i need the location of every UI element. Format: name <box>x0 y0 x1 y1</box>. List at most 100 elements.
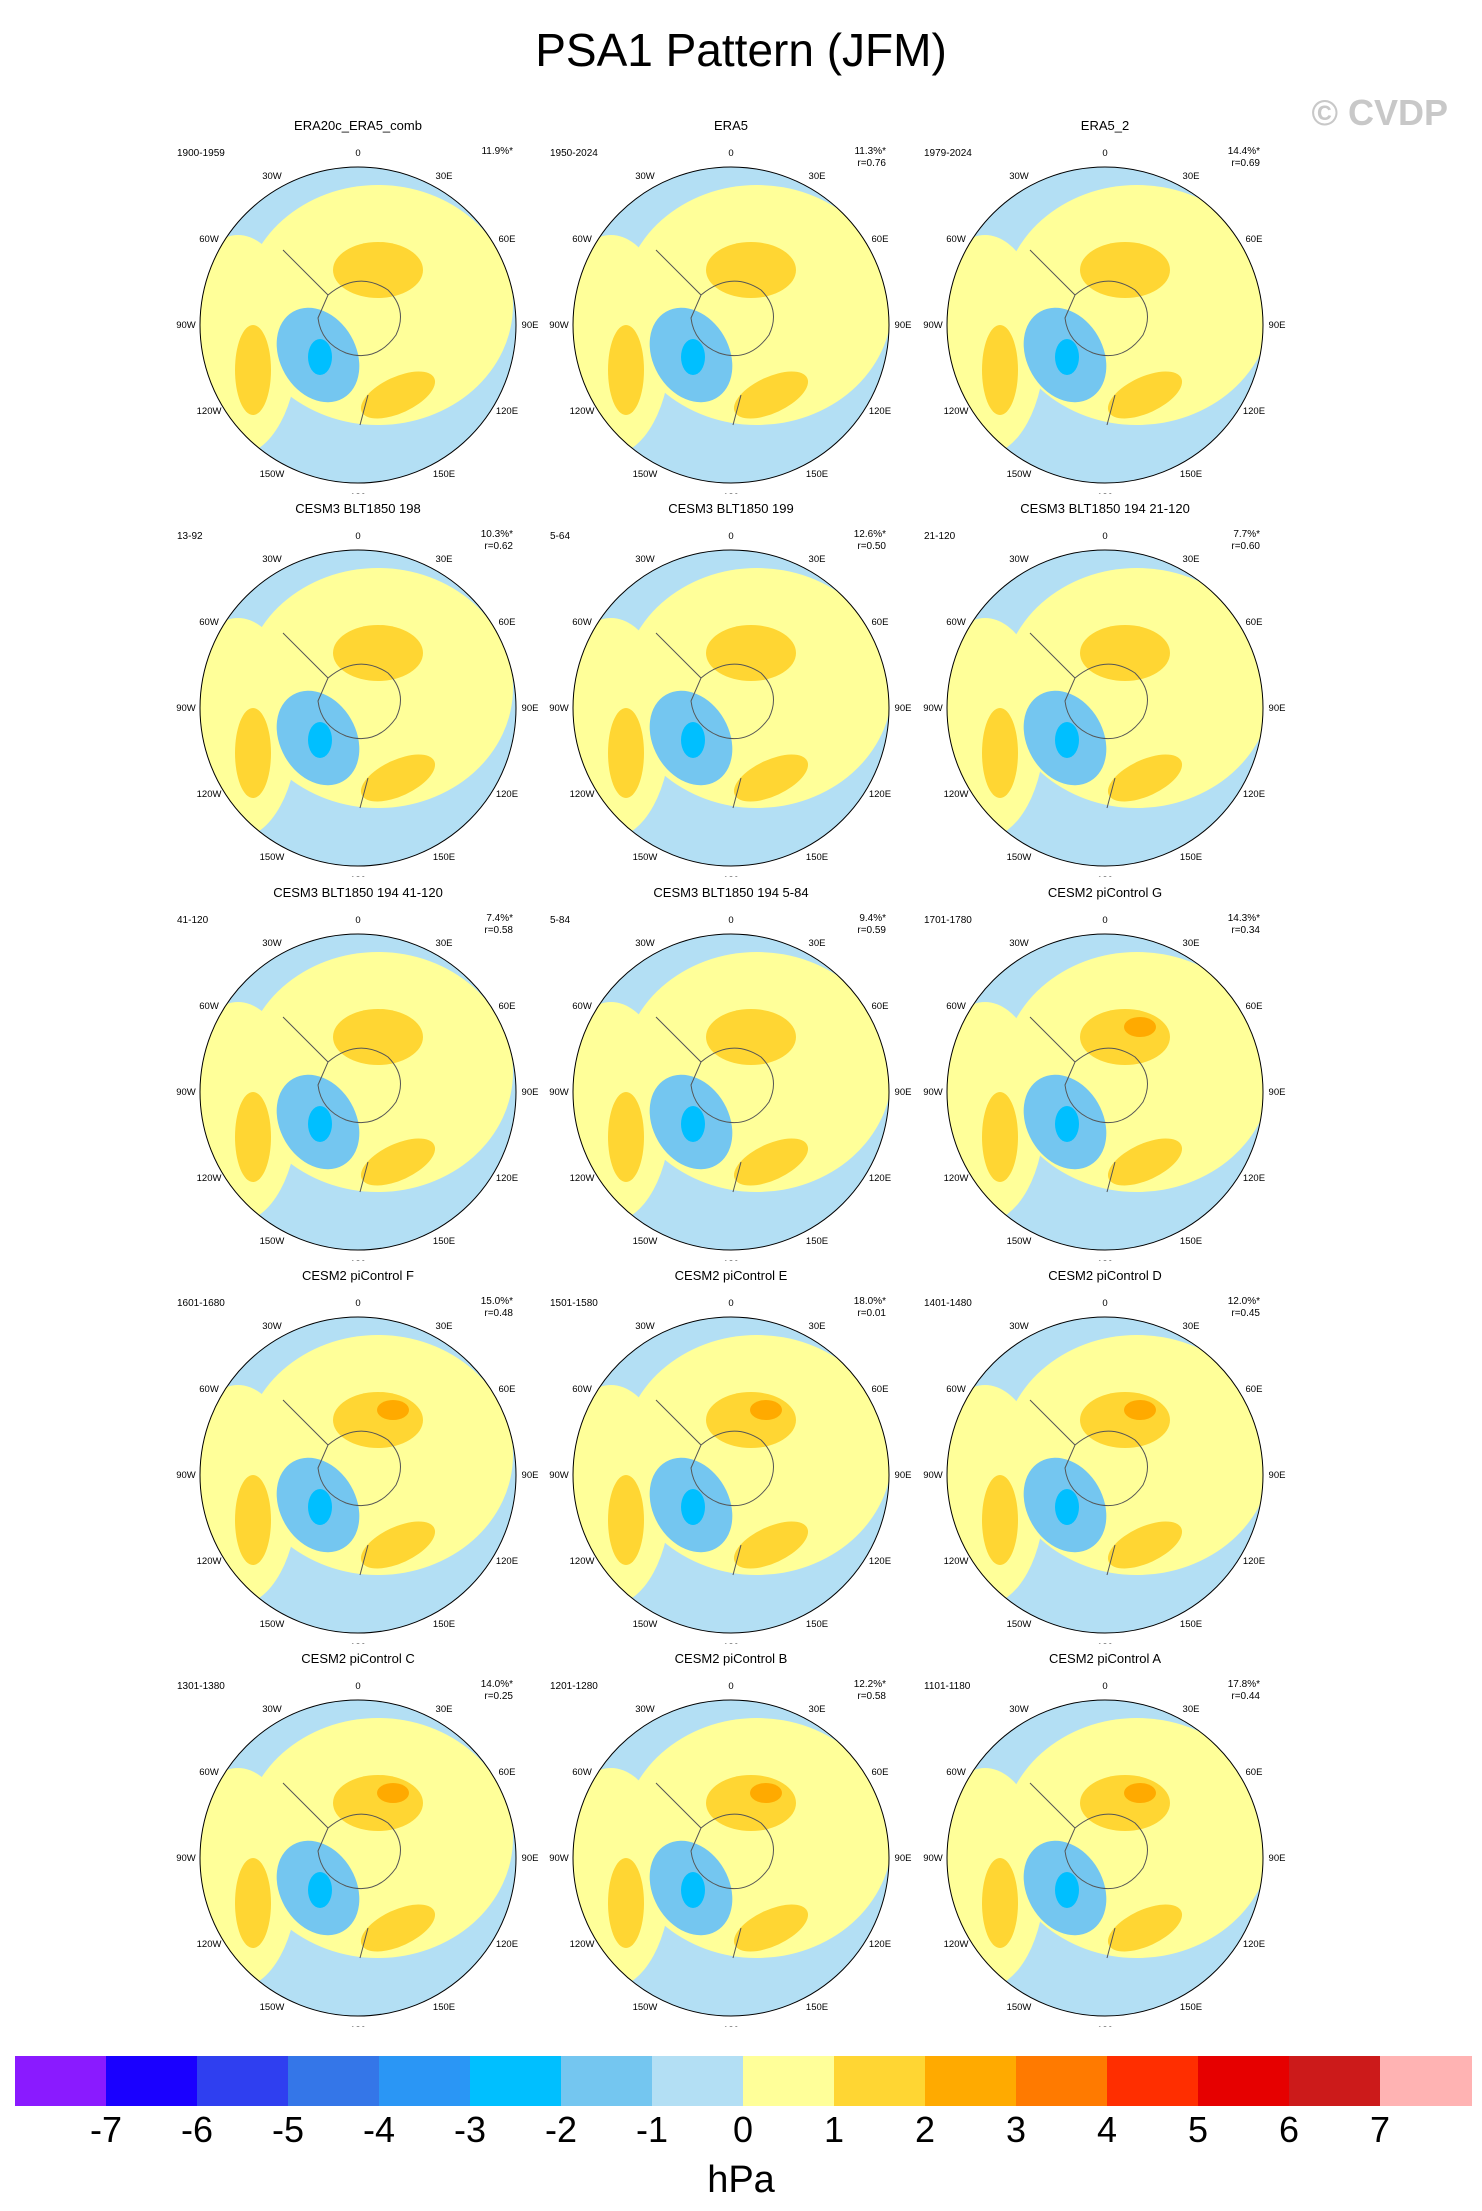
longitude-label: 120E <box>496 1939 518 1950</box>
polar-map: 0 30E 60E 90E 120E 150E 180 150W 120W 90W 60W 30W <box>923 915 1286 1261</box>
longitude-labels: 0 30E 60E 90E 120E 150E 180 150W 120W 90W 60W 30W <box>549 915 911 1261</box>
longitude-label: 120E <box>1243 789 1265 800</box>
positive-centre <box>235 1092 271 1182</box>
longitude-label: 150W <box>633 1619 658 1630</box>
field-layers <box>946 1699 1264 2017</box>
longitude-label: 60W <box>572 234 592 245</box>
colorbar-tick-label: -4 <box>362 2109 395 2150</box>
longitude-label: 0 <box>728 1298 733 1309</box>
pattern-variance: 7.4%* <box>486 913 513 924</box>
positive-centre <box>733 1521 809 1569</box>
negative-minimum <box>308 1872 332 1908</box>
continent-coastline <box>655 1016 742 1193</box>
longitude-label: 120E <box>869 1556 891 1567</box>
longitude-label: 60E <box>499 1001 516 1012</box>
longitude-label: 90W <box>549 320 569 331</box>
longitude-label: 0 <box>355 915 360 926</box>
positive-maximum <box>377 1783 409 1803</box>
colorbar-tick-label: -7 <box>89 2109 122 2150</box>
longitude-label: 90E <box>895 1853 912 1864</box>
longitude-label: 150E <box>433 2002 455 2013</box>
longitude-label: 60W <box>199 617 219 628</box>
colorbar-box <box>925 2056 1017 2106</box>
panel-title: ERA20c_ERA5_comb <box>294 118 422 133</box>
longitude-label: 90W <box>549 703 569 714</box>
longitude-label: 30E <box>1183 1321 1200 1332</box>
longitude-labels: 0 30E 60E 90E 120E 150E 180 150W 120W 90W 60W 30W <box>549 1681 911 2027</box>
longitude-labels: 0 30E 60E 90E 120E 150E 180 150W 120W 90W 60W 30W <box>923 1681 1285 2027</box>
longitude-label: 120W <box>570 789 595 800</box>
colorbar-tick-label: 4 <box>1096 2109 1118 2150</box>
map-panel-8: CESM3 BLT1850 194 5-84 5-84 9.4%* r=0.59… <box>546 885 916 1263</box>
panel-title: CESM2 piControl B <box>674 1651 788 1666</box>
pattern-correlation: r=0.69 <box>1231 158 1260 169</box>
map-boundary <box>946 549 1264 867</box>
longitude-label: 60W <box>572 1767 592 1778</box>
map-panel-9: CESM2 piControl G 1701-1780 14.3%* r=0.3… <box>920 885 1290 1263</box>
positive-centre <box>1080 1392 1170 1448</box>
negative-minimum <box>308 1489 332 1525</box>
longitude-labels: 0 30E 60E 90E 120E 150E 180 150W 120W 90W 60W 30W <box>176 531 538 877</box>
antarctica-coastline <box>317 1047 401 1124</box>
longitude-label: 30W <box>1009 1704 1029 1715</box>
longitude-label: 180 <box>1097 2025 1113 2027</box>
continent-coastline <box>282 1016 369 1193</box>
panel-stats: 9.4%* r=0.59 <box>816 913 886 937</box>
colorbar-tick-label: -3 <box>453 2109 486 2150</box>
longitude-label: 150W <box>260 2002 285 2013</box>
longitude-label: 90E <box>895 1470 912 1481</box>
longitude-label: 90W <box>549 1853 569 1864</box>
longitude-label: 180 <box>1097 875 1113 877</box>
continent-coastline <box>282 249 369 426</box>
map-boundary <box>199 549 517 867</box>
longitude-label: 180 <box>723 492 739 494</box>
longitude-label: 180 <box>350 1642 366 1644</box>
longitude-label: 120W <box>197 1173 222 1184</box>
longitude-label: 120W <box>197 1556 222 1567</box>
map-boundary <box>199 1316 517 1634</box>
colorbar-tick-label: 3 <box>1005 2109 1027 2150</box>
colorbar-box <box>15 2056 107 2106</box>
pattern-correlation: r=0.34 <box>1231 925 1260 936</box>
longitude-label: 0 <box>1102 148 1107 159</box>
negative-minimum <box>681 1489 705 1525</box>
panel-period: 1701-1780 <box>924 915 972 926</box>
panel-stats: 18.0%* r=0.01 <box>816 1296 886 1320</box>
longitude-label: 150E <box>1180 469 1202 480</box>
continent-coastline <box>1029 632 1116 809</box>
longitude-label: 120E <box>1243 1173 1265 1184</box>
field-layers <box>199 166 517 484</box>
map-boundary <box>199 933 517 1251</box>
positive-centre <box>608 1092 644 1182</box>
continent-coastline <box>282 1782 369 1959</box>
panel-period: 1601-1680 <box>177 1298 225 1309</box>
longitude-label: 60W <box>572 1384 592 1395</box>
longitude-label: 60E <box>1246 1384 1263 1395</box>
negative-minimum <box>681 1872 705 1908</box>
positive-maximum <box>1124 1017 1156 1037</box>
panel-title: CESM3 BLT1850 198 <box>295 501 421 516</box>
panel-stats: 10.3%* r=0.62 <box>443 529 513 553</box>
longitude-label: 90E <box>1269 1087 1286 1098</box>
panel-stats: 15.0%* r=0.48 <box>443 1296 513 1320</box>
longitude-label: 90W <box>549 1470 569 1481</box>
antarctica-coastline <box>1064 1047 1148 1124</box>
longitude-label: 30W <box>262 554 282 565</box>
longitude-label: 90E <box>1269 1470 1286 1481</box>
panel-stats: 11.3%* r=0.76 <box>816 146 886 170</box>
longitude-label: 60E <box>499 617 516 628</box>
pattern-correlation: r=0.48 <box>484 1308 513 1319</box>
longitude-label: 0 <box>1102 1298 1107 1309</box>
longitude-label: 30E <box>436 1704 453 1715</box>
map-panel-12: CESM2 piControl D 1401-1480 12.0%* r=0.4… <box>920 1268 1290 1646</box>
longitude-label: 150W <box>1007 469 1032 480</box>
map-boundary <box>199 1699 517 2017</box>
pattern-correlation: r=0.25 <box>484 1691 513 1702</box>
polar-map: 0 30E 60E 90E 120E 150E 180 150W 120W 90W 60W 30W <box>176 531 538 877</box>
positive-centre <box>333 625 423 681</box>
positive-centre <box>1107 754 1183 802</box>
longitude-label: 90E <box>895 320 912 331</box>
field-layers <box>572 549 890 867</box>
longitude-labels: 0 30E 60E 90E 120E 150E 180 150W 120W 90W 60W 30W <box>176 915 538 1261</box>
panel-title: ERA5 <box>714 118 748 133</box>
